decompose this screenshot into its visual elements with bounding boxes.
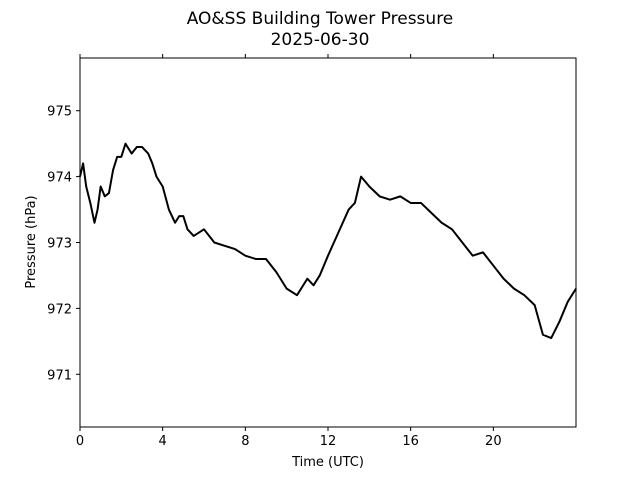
data-point: [93, 222, 96, 224]
data-point: [420, 202, 422, 204]
data-point: [354, 202, 356, 204]
data-point: [162, 185, 164, 188]
data-point: [410, 202, 412, 204]
data-point: [306, 278, 308, 280]
chart-subtitle: 2025-06-30: [271, 30, 370, 50]
data-point: [368, 185, 370, 188]
data-point: [116, 156, 118, 158]
data-point: [85, 185, 87, 188]
x-tick-label: 20: [485, 434, 502, 449]
data-point: [193, 235, 195, 237]
data-point: [104, 195, 106, 197]
x-axis-title: Time (UTC): [291, 455, 364, 470]
data-point: [178, 215, 180, 217]
data-point: [131, 152, 133, 155]
data-point: [182, 215, 184, 217]
data-point: [360, 176, 362, 178]
data-point: [224, 245, 226, 247]
x-tick-label: 16: [402, 434, 419, 449]
data-point: [108, 192, 110, 194]
data-point: [534, 304, 536, 306]
data-point: [337, 232, 339, 234]
data-point: [542, 334, 544, 336]
series-line-0: [79, 142, 577, 340]
data-point: [379, 195, 381, 197]
data-point: [312, 284, 315, 286]
y-tick-label: 972: [47, 302, 72, 317]
data-point: [96, 208, 99, 211]
data-point: [275, 271, 277, 273]
data-point: [319, 274, 321, 277]
data-point: [82, 162, 84, 165]
data-point: [503, 278, 505, 280]
data-point: [136, 146, 138, 148]
x-tick-label: 12: [320, 434, 337, 449]
data-point: [430, 212, 432, 214]
data-point: [451, 228, 453, 230]
data-point: [389, 199, 391, 201]
x-tick-label: 8: [241, 434, 249, 449]
data-point: [461, 241, 463, 244]
data-point: [124, 143, 127, 145]
data-point: [296, 294, 298, 296]
data-point: [89, 202, 91, 204]
data-point: [155, 176, 158, 178]
y-tick-label: 973: [47, 237, 72, 252]
data-point: [492, 264, 494, 267]
y-tick-label: 974: [47, 171, 72, 186]
data-point: [174, 222, 176, 224]
data-point: [244, 255, 246, 257]
data-point: [151, 162, 153, 165]
y-tick-label: 971: [47, 368, 72, 383]
data-point: [168, 208, 170, 211]
data-point: [186, 228, 189, 230]
data-point: [558, 320, 561, 323]
data-point: [255, 258, 257, 260]
plot-area: [79, 142, 577, 340]
x-tick-label: 0: [76, 434, 84, 449]
data-point: [399, 195, 401, 197]
data-point: [348, 208, 350, 211]
data-point: [472, 255, 474, 257]
data-point: [482, 251, 484, 253]
data-point: [120, 156, 122, 158]
data-point: [147, 152, 149, 155]
y-axis-title: Pressure (hPa): [24, 195, 39, 288]
data-point: [327, 255, 329, 257]
chart-title: AO&SS Building Tower Pressure: [187, 9, 454, 29]
data-point: [567, 301, 569, 303]
plot-frame: [79, 57, 577, 428]
data-point: [265, 258, 267, 260]
data-point: [513, 288, 515, 290]
data-point: [112, 169, 114, 171]
data-point: [141, 146, 143, 148]
data-point: [286, 288, 288, 290]
data-point: [100, 185, 102, 188]
data-point: [550, 337, 552, 339]
data-point: [523, 294, 525, 296]
y-tick-label: 975: [47, 105, 72, 120]
data-point: [203, 228, 205, 230]
x-tick-label: 4: [159, 434, 167, 449]
data-point: [234, 248, 236, 250]
axis-ticks: 0 4 8 12 16 20 971 972 973 974 975: [47, 54, 502, 449]
data-point: [213, 241, 215, 244]
data-point: [441, 222, 443, 224]
